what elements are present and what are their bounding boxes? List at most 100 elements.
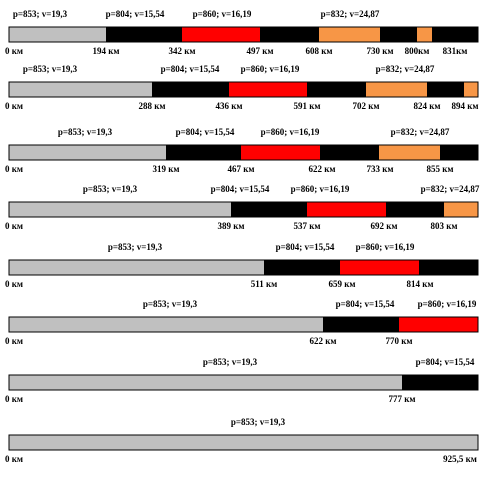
segment-label: p=804; v=15,54 (176, 127, 235, 137)
distance-label: 194 км (92, 46, 119, 56)
bar-segment (464, 82, 478, 97)
distance-label: 0 км (5, 394, 23, 404)
bar-segment (427, 82, 464, 97)
bar-segment (229, 82, 307, 97)
bar-segment (340, 260, 419, 275)
distance-label: 777 км (388, 394, 415, 404)
distance-label: 855 км (426, 164, 453, 174)
bar-outline (8, 434, 479, 451)
distance-label: 692 км (370, 221, 397, 231)
segment-label: p=804; v=15,54 (211, 184, 270, 194)
segment-label: p=804; v=15,54 (106, 9, 165, 19)
bar-segment (182, 27, 260, 42)
distance-label: 511 км (251, 279, 278, 289)
distance-label: 436 км (215, 101, 242, 111)
bar-segment (399, 317, 478, 332)
bar-segment (379, 145, 440, 160)
bar-segment (231, 202, 307, 217)
bar-segment (319, 27, 380, 42)
segment-label: p=853; v=19,3 (23, 64, 78, 74)
bar-segment (241, 145, 320, 160)
distance-label: 288 км (138, 101, 165, 111)
bar-segment (380, 27, 417, 42)
bar-segment (9, 82, 152, 97)
bar-segment (9, 375, 402, 390)
distance-label: 497 км (246, 46, 273, 56)
segment-label: p=860; v=16,19 (418, 299, 477, 309)
distance-label: 622 км (309, 336, 336, 346)
bar-segment (386, 202, 444, 217)
bar-segment (402, 375, 478, 390)
bar-segment (320, 145, 379, 160)
distance-label: 0 км (5, 101, 23, 111)
distance-label: 814 км (406, 279, 433, 289)
bar-segment (9, 27, 106, 42)
distance-label: 702 км (352, 101, 379, 111)
segment-label: p=804; v=15,54 (336, 299, 395, 309)
distance-label: 800км (405, 46, 430, 56)
distance-label: 591 км (293, 101, 320, 111)
distance-label: 659 км (328, 279, 355, 289)
distance-label: 0 км (5, 221, 23, 231)
distance-label: 0 км (5, 454, 23, 464)
bar-segment (366, 82, 427, 97)
bar-outline (8, 81, 479, 98)
distance-label: 342 км (168, 46, 195, 56)
distance-label: 824 км (413, 101, 440, 111)
segment-label: p=860; v=16,19 (291, 184, 350, 194)
segment-label: p=832; v=24,87 (376, 64, 435, 74)
distance-label: 831км (443, 46, 468, 56)
distance-label: 730 км (366, 46, 393, 56)
bar-segment (9, 145, 166, 160)
bar-segment (419, 260, 478, 275)
distance-label: 0 км (5, 164, 23, 174)
distance-label: 319 км (152, 164, 179, 174)
segment-label: p=853; v=19,3 (108, 242, 163, 252)
segment-label: p=804; v=15,54 (416, 357, 475, 367)
segment-label: p=860; v=16,19 (241, 64, 300, 74)
segment-label: p=804; v=15,54 (276, 242, 335, 252)
segment-label: p=860; v=16,19 (193, 9, 252, 19)
bar-segment (260, 27, 319, 42)
segment-label: p=860; v=16,19 (356, 242, 415, 252)
bar-segment (166, 145, 241, 160)
bar-segment (9, 435, 478, 450)
bar-segment (106, 27, 182, 42)
bar-segment (432, 27, 478, 42)
segment-label: p=853; v=19,3 (13, 9, 68, 19)
bar-outline (8, 316, 479, 333)
bar-segment (9, 260, 264, 275)
segment-label: p=853; v=19,3 (83, 184, 138, 194)
bar-outline (8, 26, 479, 43)
segment-label: p=860; v=16,19 (261, 127, 320, 137)
distance-label: 0 км (5, 336, 23, 346)
distance-label: 537 км (293, 221, 320, 231)
bar-segment (444, 202, 478, 217)
segment-label: p=853; v=19,3 (58, 127, 113, 137)
bar-outline (8, 201, 479, 218)
segment-label: p=832; v=24,87 (321, 9, 380, 19)
bar-outline (8, 259, 479, 276)
segment-label: p=853; v=19,3 (203, 357, 258, 367)
bar-segment (152, 82, 229, 97)
distance-label: 622 км (308, 164, 335, 174)
bar-segment (307, 202, 386, 217)
bar-segment (417, 27, 432, 42)
bar-outline (8, 144, 479, 161)
segment-label: p=832; v=24,87 (391, 127, 450, 137)
distance-label: 608 км (305, 46, 332, 56)
bar-segment (9, 317, 323, 332)
distance-label: 770 км (385, 336, 412, 346)
bar-segment (307, 82, 366, 97)
segment-label: p=853; v=19,3 (143, 299, 198, 309)
segment-label: p=853; v=19,3 (231, 417, 286, 427)
distance-label: 925,5 км (443, 454, 477, 464)
segment-label: p=832; v=24,87 (421, 184, 480, 194)
bar-segment (440, 145, 478, 160)
distance-label: 389 км (217, 221, 244, 231)
distance-label: 467 км (227, 164, 254, 174)
bar-segment (264, 260, 340, 275)
distance-label: 803 км (430, 221, 457, 231)
bar-segment (323, 317, 399, 332)
